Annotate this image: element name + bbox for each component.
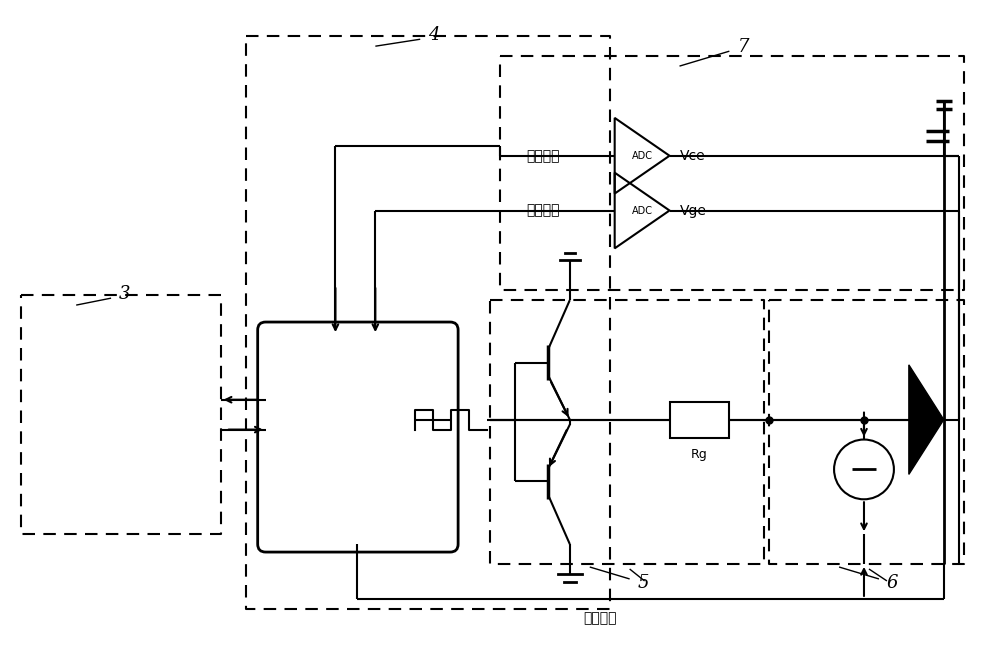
Text: 控制信号: 控制信号 [583, 611, 616, 625]
Polygon shape [909, 365, 944, 475]
Text: 7: 7 [737, 38, 749, 56]
Text: ADC: ADC [632, 206, 653, 215]
Text: Vge: Vge [680, 204, 706, 217]
Polygon shape [670, 402, 729, 438]
Text: 5: 5 [638, 574, 649, 592]
Text: Rg: Rg [691, 447, 708, 461]
Text: 4: 4 [428, 26, 440, 44]
Text: ADC: ADC [632, 151, 653, 161]
Text: Vce: Vce [680, 149, 705, 163]
Text: 采样数据: 采样数据 [526, 204, 560, 217]
Text: 3: 3 [119, 285, 131, 303]
Text: 采样数据: 采样数据 [526, 149, 560, 163]
FancyBboxPatch shape [258, 322, 458, 552]
Text: 6: 6 [887, 574, 898, 592]
